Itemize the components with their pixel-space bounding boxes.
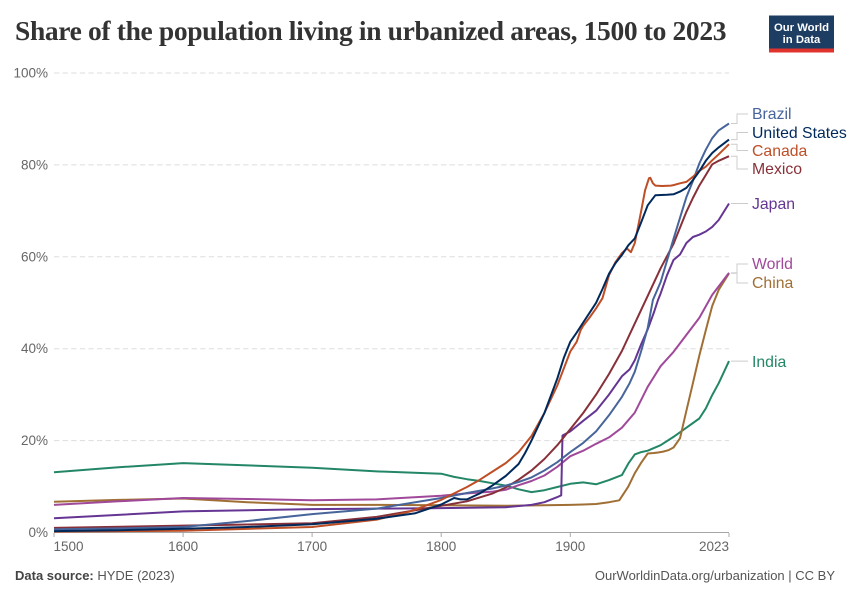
svg-text:in Data: in Data <box>783 34 821 46</box>
svg-text:World: World <box>752 256 793 273</box>
svg-text:Our World: Our World <box>774 22 829 34</box>
svg-text:1600: 1600 <box>168 539 198 554</box>
svg-text:Japan: Japan <box>752 196 795 213</box>
svg-text:Canada: Canada <box>752 143 808 160</box>
svg-text:Mexico: Mexico <box>752 161 802 178</box>
svg-text:20%: 20% <box>21 433 48 448</box>
svg-text:2023: 2023 <box>699 539 729 554</box>
svg-text:Brazil: Brazil <box>752 106 792 123</box>
svg-text:China: China <box>752 275 793 292</box>
svg-text:1500: 1500 <box>53 539 83 554</box>
svg-text:0%: 0% <box>28 525 48 540</box>
svg-text:Data source: HYDE (2023): Data source: HYDE (2023) <box>15 568 175 583</box>
svg-text:100%: 100% <box>13 66 48 81</box>
svg-text:80%: 80% <box>21 157 48 172</box>
svg-text:1900: 1900 <box>555 539 585 554</box>
svg-text:1800: 1800 <box>426 539 456 554</box>
svg-text:40%: 40% <box>21 341 48 356</box>
svg-text:Share of the population living: Share of the population living in urbani… <box>15 15 726 46</box>
svg-text:60%: 60% <box>21 249 48 264</box>
svg-text:1700: 1700 <box>297 539 327 554</box>
svg-text:India: India <box>752 354 786 371</box>
svg-text:United States: United States <box>752 125 847 142</box>
svg-text:OurWorldinData.org/urbanizatio: OurWorldinData.org/urbanization | CC BY <box>595 568 835 583</box>
